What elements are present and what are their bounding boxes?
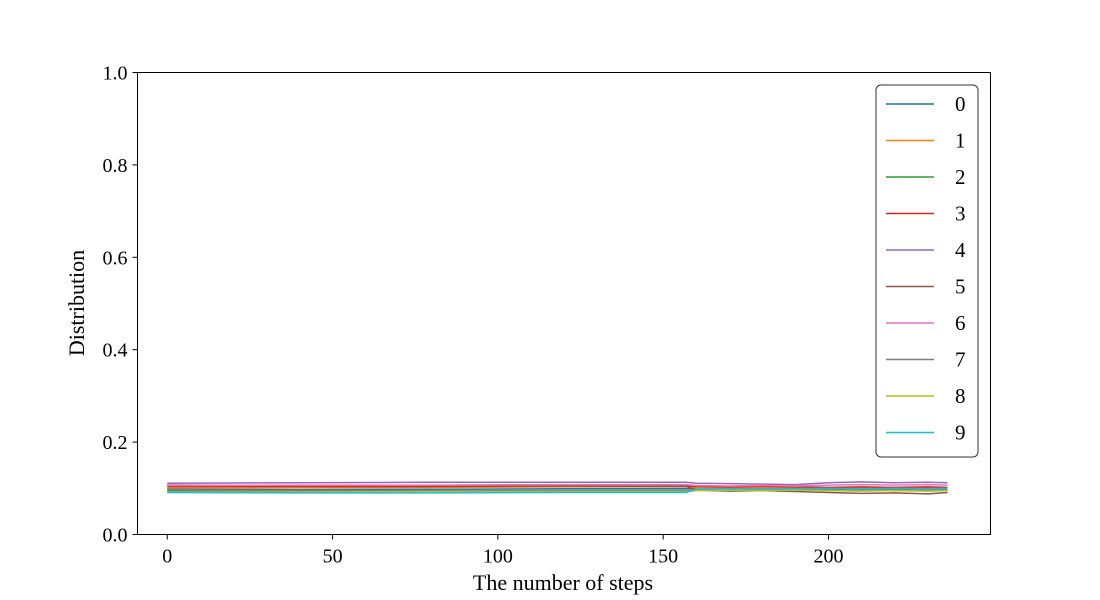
y-axis-label: Distribution xyxy=(64,250,89,356)
y-tick-label: 1.0 xyxy=(103,63,128,85)
x-axis: 0 50 100 150 200 xyxy=(162,534,843,568)
legend: 0 1 2 3 4 5 6 7 8 9 xyxy=(875,84,979,458)
series-line-8 xyxy=(167,489,948,493)
x-axis-label: The number of steps xyxy=(473,570,653,595)
y-tick-label: 0.6 xyxy=(103,247,128,269)
x-tick-label: 150 xyxy=(648,546,678,568)
legend-label-3: 3 xyxy=(955,202,966,226)
plot-lines xyxy=(167,481,948,495)
y-tick-label: 0.8 xyxy=(103,155,128,177)
legend-label-9: 9 xyxy=(955,421,966,445)
x-tick-label: 50 xyxy=(323,546,343,568)
y-tick-label: 0.2 xyxy=(103,432,128,454)
legend-label-2: 2 xyxy=(955,165,966,189)
legend-label-1: 1 xyxy=(955,129,966,153)
y-tick-label: 0.4 xyxy=(103,340,128,362)
legend-label-5: 5 xyxy=(955,275,966,299)
series-line-4 xyxy=(167,481,948,486)
legend-frame xyxy=(875,84,979,458)
legend-label-8: 8 xyxy=(955,384,966,408)
y-axis: 0.0 0.2 0.4 0.6 0.8 1.0 xyxy=(103,63,138,547)
x-tick-label: 200 xyxy=(813,546,843,568)
legend-label-4: 4 xyxy=(955,238,966,262)
legend-label-7: 7 xyxy=(955,348,966,372)
series-line-6 xyxy=(167,483,948,487)
series-line-3 xyxy=(167,485,948,489)
legend-label-6: 6 xyxy=(955,311,966,335)
x-tick-label: 0 xyxy=(162,546,172,568)
series-line-9 xyxy=(167,487,948,494)
legend-label-0: 0 xyxy=(955,92,966,116)
plot-frame xyxy=(137,72,991,535)
x-tick-label: 100 xyxy=(483,546,513,568)
y-tick-label: 0.0 xyxy=(103,525,128,547)
